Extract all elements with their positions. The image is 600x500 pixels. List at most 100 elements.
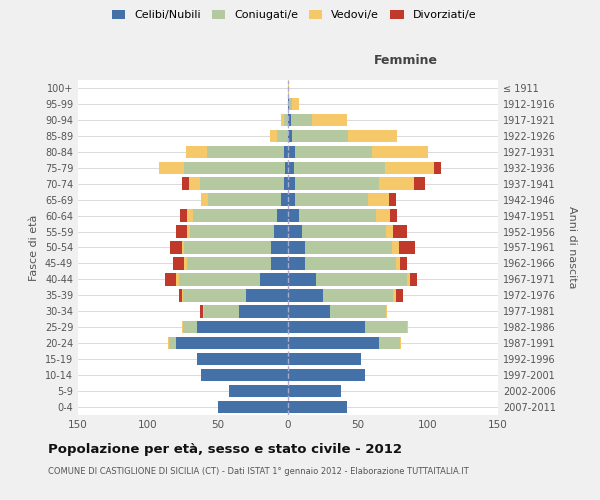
Bar [200, 178, 284, 190]
Bar [291, 114, 312, 126]
Bar [176, 226, 187, 238]
Bar [365, 321, 407, 334]
Bar [392, 242, 398, 254]
Bar [285, 162, 288, 174]
Bar [203, 305, 204, 318]
Bar [396, 257, 400, 270]
Bar [316, 273, 407, 285]
Bar [188, 178, 200, 190]
Bar [385, 162, 434, 174]
Bar [393, 289, 396, 302]
Bar [274, 226, 288, 238]
Bar [330, 305, 386, 318]
Bar [182, 289, 183, 302]
Bar [169, 337, 176, 349]
Y-axis label: Fasce di età: Fasce di età [29, 214, 39, 280]
Bar [407, 321, 409, 334]
Bar [288, 369, 365, 382]
Bar [288, 162, 293, 174]
Bar [390, 210, 397, 222]
Bar [376, 210, 390, 222]
Bar [284, 178, 288, 190]
Bar [190, 226, 274, 238]
Bar [197, 321, 288, 334]
Bar [165, 273, 176, 285]
Bar [167, 337, 169, 349]
Bar [281, 194, 288, 206]
Bar [396, 289, 403, 302]
Bar [288, 289, 323, 302]
Bar [302, 226, 386, 238]
Bar [179, 273, 260, 285]
Bar [379, 337, 400, 349]
Bar [288, 114, 291, 126]
Bar [239, 305, 288, 318]
Bar [200, 305, 203, 318]
Bar [201, 369, 288, 382]
Text: Popolazione per età, sesso e stato civile - 2012: Popolazione per età, sesso e stato civil… [48, 442, 402, 456]
Bar [386, 226, 393, 238]
Bar [292, 130, 348, 142]
Bar [271, 257, 288, 270]
Bar [187, 257, 271, 270]
Bar [284, 146, 288, 158]
Bar [277, 130, 288, 142]
Bar [410, 273, 417, 285]
Bar [288, 210, 299, 222]
Bar [184, 162, 285, 174]
Bar [180, 210, 187, 222]
Bar [170, 242, 182, 254]
Text: COMUNE DI CASTIGLIONE DI SICILIA (CT) - Dati ISTAT 1° gennaio 2012 - Elaborazion: COMUNE DI CASTIGLIONE DI SICILIA (CT) - … [48, 468, 469, 476]
Bar [193, 210, 277, 222]
Bar [288, 146, 295, 158]
Bar [179, 289, 182, 302]
Bar [379, 178, 414, 190]
Bar [288, 273, 316, 285]
Bar [288, 321, 365, 334]
Bar [292, 98, 299, 110]
Bar [183, 321, 197, 334]
Bar [414, 178, 425, 190]
Bar [277, 210, 288, 222]
Bar [186, 146, 207, 158]
Bar [288, 194, 295, 206]
Bar [407, 273, 410, 285]
Bar [400, 257, 407, 270]
Bar [288, 98, 289, 110]
Bar [183, 289, 246, 302]
Bar [389, 194, 396, 206]
Bar [229, 385, 288, 398]
Bar [288, 305, 330, 318]
Bar [288, 385, 341, 398]
Bar [305, 242, 392, 254]
Bar [260, 273, 288, 285]
Bar [187, 210, 193, 222]
Bar [295, 146, 372, 158]
Bar [270, 130, 277, 142]
Bar [184, 257, 187, 270]
Bar [176, 337, 288, 349]
Bar [173, 257, 184, 270]
Bar [288, 353, 361, 366]
Bar [197, 353, 288, 366]
Bar [281, 114, 284, 126]
Bar [299, 210, 376, 222]
Bar [288, 257, 305, 270]
Bar [348, 130, 397, 142]
Bar [288, 130, 292, 142]
Bar [182, 242, 184, 254]
Bar [201, 194, 208, 206]
Bar [184, 242, 271, 254]
Bar [288, 337, 379, 349]
Bar [295, 178, 379, 190]
Bar [271, 242, 288, 254]
Bar [393, 226, 407, 238]
Bar [288, 401, 347, 413]
Bar [159, 162, 184, 174]
Legend: Celibi/Nubili, Coniugati/e, Vedovi/e, Divorziati/e: Celibi/Nubili, Coniugati/e, Vedovi/e, Di… [107, 6, 481, 25]
Bar [398, 242, 415, 254]
Bar [288, 242, 305, 254]
Bar [434, 162, 440, 174]
Bar [176, 273, 179, 285]
Bar [305, 257, 396, 270]
